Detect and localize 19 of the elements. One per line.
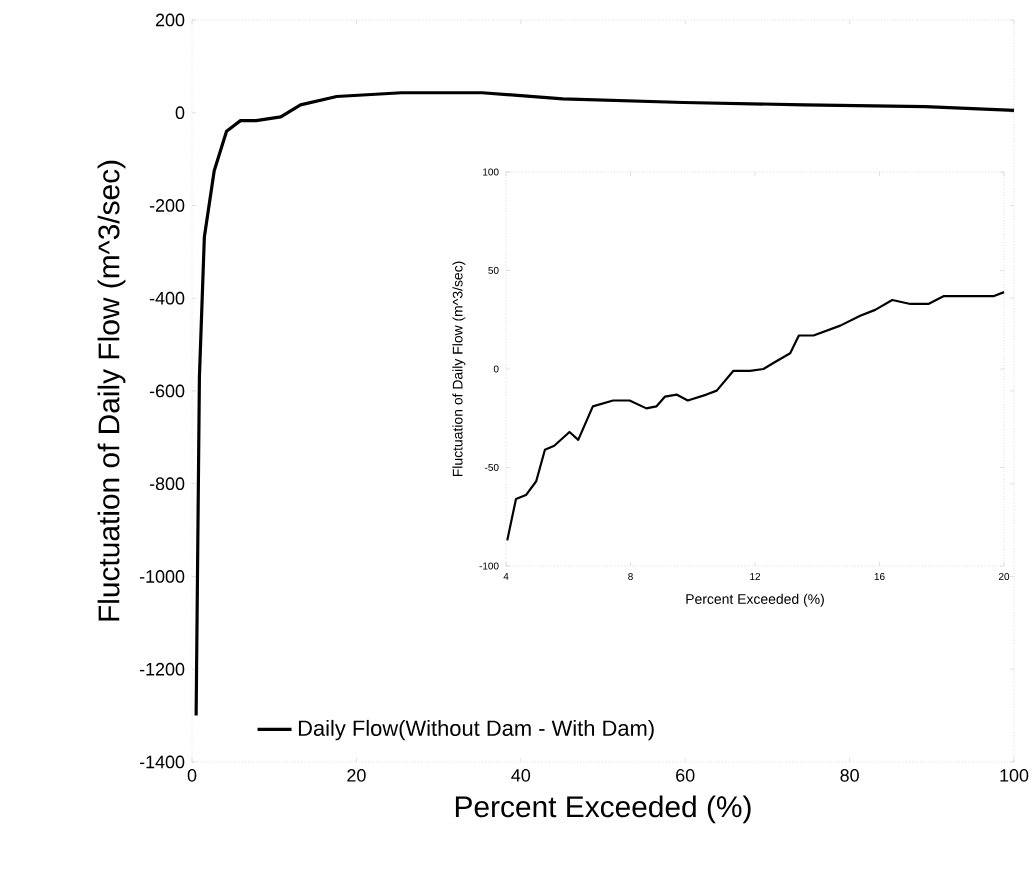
y-tick-label: -600 [149, 384, 185, 398]
x-tick-label: 0 [187, 769, 197, 782]
x-tick-label: 80 [840, 769, 859, 782]
x-tick-label: 100 [1000, 769, 1029, 782]
y-tick-label: -800 [149, 477, 185, 491]
y-tick-label: -400 [149, 291, 185, 305]
y-tick-label: -1400 [139, 755, 185, 769]
y-tick-label: -1200 [139, 662, 185, 676]
y-tick-label: 0 [175, 106, 185, 120]
legend-label: Daily Flow(Without Dam - With Dam) [298, 719, 654, 741]
y-axis-title: Fluctuation of Daily Flow (m^3/sec) [97, 160, 126, 621]
x-tick-label: 40 [511, 769, 531, 782]
line-series [194, 91, 1016, 718]
x-tick-label: 20 [347, 769, 366, 782]
x-tick-label: 60 [676, 769, 695, 782]
y-tick-label: 200 [155, 13, 185, 27]
y-tick-label: -1000 [139, 570, 185, 583]
x-axis-title: Percent Exceeded (%) [455, 795, 751, 824]
y-tick-label: -200 [149, 199, 185, 212]
